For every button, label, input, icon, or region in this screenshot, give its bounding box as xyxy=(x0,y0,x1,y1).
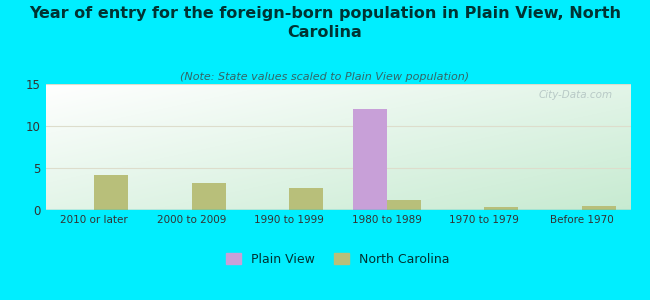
Bar xyxy=(387,200,421,210)
Legend: Plain View, North Carolina: Plain View, North Carolina xyxy=(223,249,453,269)
Text: Year of entry for the foreign-born population in Plain View, North
Carolina: Year of entry for the foreign-born popul… xyxy=(29,6,621,40)
Bar xyxy=(192,183,226,210)
Text: City-Data.com: City-Data.com xyxy=(539,90,613,100)
Bar xyxy=(289,188,324,210)
Bar xyxy=(94,175,129,210)
Text: (Note: State values scaled to Plain View population): (Note: State values scaled to Plain View… xyxy=(181,72,469,82)
Bar xyxy=(353,109,387,210)
Bar xyxy=(582,206,616,210)
Bar xyxy=(484,207,519,210)
